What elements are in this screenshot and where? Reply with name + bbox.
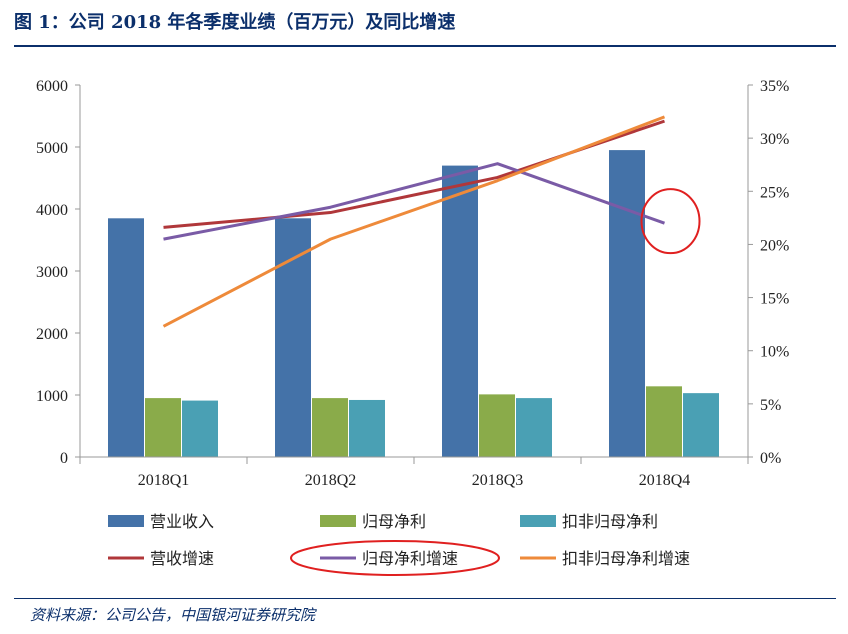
bar-2	[646, 386, 682, 457]
right-tick-label: 20%	[760, 237, 789, 254]
right-tick-label: 10%	[760, 344, 789, 361]
category-label: 2018Q3	[472, 472, 524, 489]
bar-1	[108, 218, 144, 457]
left-tick-label: 3000	[36, 264, 68, 281]
source-divider	[14, 598, 836, 599]
line-series-3	[162, 115, 666, 328]
line-series-2	[163, 162, 666, 241]
category-label: 2018Q2	[305, 472, 357, 489]
bar-2	[312, 398, 348, 457]
right-tick-label: 30%	[760, 131, 789, 148]
legend-label: 营业收入	[150, 513, 214, 531]
bar-2	[479, 394, 515, 457]
legend-label: 营收增速	[150, 550, 214, 568]
chart-title: 图 1：公司 2018 年各季度业绩（百万元）及同比增速	[14, 12, 456, 33]
bar-1	[609, 150, 645, 457]
chart-canvas: 0 1000 2000 3000 4000 5000 6000 0% 5% 10% 15% 20% 25…	[36, 78, 789, 576]
right-tick-label: 25%	[760, 184, 789, 201]
left-tick-label: 0	[60, 450, 68, 467]
left-tick-label: 1000	[36, 388, 68, 405]
bar-3	[349, 399, 385, 457]
legend-label: 扣非归母净利	[562, 513, 658, 531]
highlight-circle-q4	[640, 188, 701, 255]
left-tick-label: 2000	[36, 326, 68, 343]
category-label: 2018Q1	[138, 472, 190, 489]
title-divider	[14, 45, 836, 47]
right-tick-label: 5%	[760, 397, 781, 414]
bar-1	[442, 165, 478, 457]
bar-1	[275, 218, 311, 457]
left-tick-label: 6000	[36, 78, 68, 95]
bar-3	[516, 398, 552, 457]
legend-label: 归母净利	[362, 513, 426, 531]
legend-bar-swatch	[320, 515, 356, 527]
legend-label: 归母净利增速	[362, 550, 458, 568]
left-tick-label: 4000	[36, 202, 68, 219]
category-label: 2018Q4	[639, 472, 691, 489]
bar-3	[182, 400, 218, 457]
line-series-1	[163, 119, 665, 229]
right-tick-label: 35%	[760, 78, 789, 95]
right-tick-label: 15%	[760, 291, 789, 308]
bar-3	[683, 393, 719, 457]
legend-label: 扣非归母净利增速	[562, 550, 690, 568]
highlight-circle-legend	[290, 540, 500, 576]
right-tick-label: 0%	[760, 450, 781, 467]
legend-bar-swatch	[520, 515, 556, 527]
left-tick-label: 5000	[36, 140, 68, 157]
bar-2	[145, 398, 181, 457]
source-note: 资料来源：公司公告，中国银河证券研究院	[30, 606, 316, 624]
legend-bar-swatch	[108, 515, 144, 527]
